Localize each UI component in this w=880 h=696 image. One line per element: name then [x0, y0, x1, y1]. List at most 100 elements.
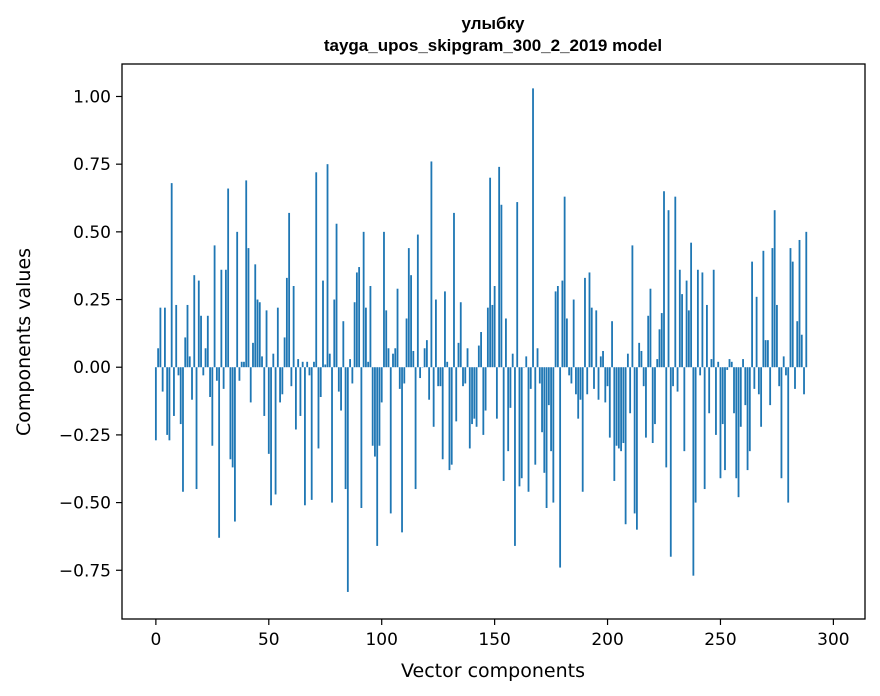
bar — [665, 367, 668, 468]
bar — [306, 361, 309, 368]
bar — [753, 367, 756, 389]
bar — [645, 367, 647, 438]
bar — [536, 348, 539, 368]
bar — [608, 367, 611, 438]
bar — [629, 367, 632, 414]
bar — [640, 350, 643, 368]
bar — [746, 367, 749, 471]
bar — [726, 367, 729, 370]
bar — [766, 340, 769, 368]
bar — [486, 307, 489, 368]
bar — [186, 304, 189, 368]
bar — [290, 367, 293, 387]
bar — [617, 367, 620, 449]
bar — [681, 294, 683, 368]
bar — [168, 367, 171, 441]
bar — [308, 367, 311, 376]
bar — [462, 367, 464, 387]
bar — [362, 231, 365, 368]
bar — [721, 367, 724, 425]
bar — [288, 212, 291, 368]
bar — [556, 286, 559, 368]
bar — [701, 272, 704, 368]
bar — [220, 269, 223, 368]
bar — [568, 367, 571, 376]
bar — [674, 196, 677, 368]
bar — [690, 242, 693, 368]
bar — [200, 315, 202, 368]
bar — [590, 307, 593, 368]
bar — [651, 367, 654, 444]
bar — [604, 367, 607, 403]
bar — [787, 367, 790, 503]
bar — [764, 340, 767, 368]
bar — [554, 291, 557, 368]
bar — [710, 359, 713, 368]
bar — [261, 356, 263, 368]
bar — [159, 307, 162, 368]
bar — [385, 310, 388, 368]
bar — [215, 367, 218, 381]
bar — [177, 367, 180, 376]
bar — [760, 367, 763, 427]
bar — [265, 310, 268, 368]
bar — [803, 367, 805, 395]
bar — [737, 367, 740, 498]
bar — [258, 302, 261, 368]
bar — [398, 367, 401, 389]
bar — [252, 342, 254, 368]
bar — [441, 367, 444, 460]
bar — [333, 299, 336, 368]
bar — [552, 367, 555, 503]
bar — [446, 361, 449, 368]
bar — [647, 315, 650, 368]
bar — [586, 367, 589, 395]
bar — [593, 367, 595, 389]
bar — [179, 367, 182, 425]
bar — [276, 307, 279, 368]
bar — [493, 286, 496, 368]
bar — [776, 304, 778, 368]
bar — [322, 280, 324, 368]
bar — [358, 267, 361, 368]
bar — [588, 272, 591, 368]
bar — [389, 367, 392, 514]
bar — [676, 367, 679, 392]
bar — [730, 361, 733, 368]
bar — [615, 367, 618, 446]
bar — [626, 353, 629, 368]
bar — [771, 248, 774, 368]
bar — [428, 367, 431, 400]
bar — [543, 367, 546, 473]
bar — [491, 304, 494, 368]
bar — [789, 248, 792, 368]
bar — [324, 364, 327, 368]
bar — [480, 332, 482, 368]
bar — [541, 367, 543, 433]
bar — [584, 277, 586, 368]
bar — [719, 367, 722, 479]
bar — [283, 337, 286, 368]
bar — [636, 367, 638, 530]
bar — [631, 245, 634, 368]
bar — [191, 367, 193, 400]
bar — [785, 367, 787, 376]
bar — [489, 177, 492, 368]
bar — [748, 367, 751, 452]
bar — [394, 348, 397, 368]
bar — [649, 288, 652, 368]
bar — [466, 348, 469, 368]
y-tick-label: 1.00 — [73, 87, 111, 107]
bar — [164, 307, 166, 368]
bar — [294, 367, 297, 430]
bar — [437, 367, 440, 387]
bar — [597, 367, 600, 400]
x-tick-label: 0 — [150, 630, 161, 650]
bar — [299, 367, 302, 416]
bar — [800, 334, 803, 368]
bar — [464, 367, 467, 384]
bar — [229, 367, 232, 460]
bar — [477, 345, 480, 368]
bar — [416, 234, 419, 368]
